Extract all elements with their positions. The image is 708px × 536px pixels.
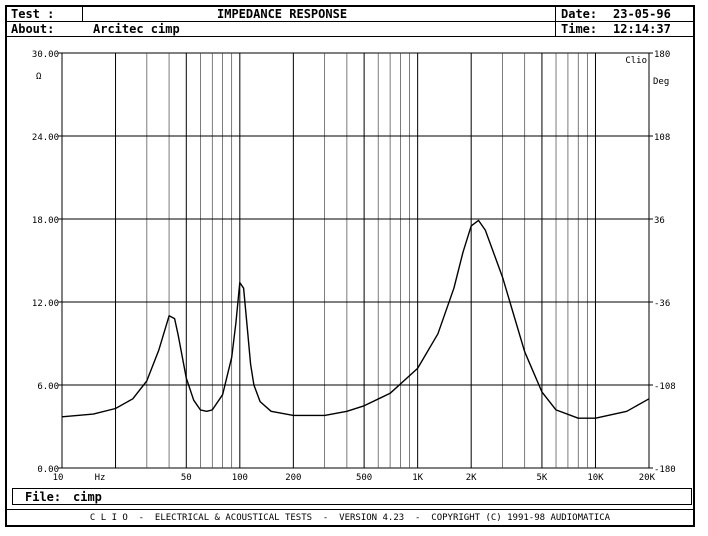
header-bottom-border — [7, 36, 693, 37]
y2-tick-label: 108 — [654, 133, 670, 143]
x-tick-label: 5K — [537, 473, 548, 483]
y-tick-label: 0.00 — [37, 465, 59, 475]
header: Test : IMPEDANCE RESPONSE About: Arcitec… — [7, 7, 693, 37]
x-tick-label: 200 — [285, 473, 301, 483]
header-separator-test — [82, 7, 83, 21]
time-label: Time: — [561, 22, 598, 36]
y-tick-label: 24.00 — [32, 133, 59, 143]
y-tick-label: 30.00 — [32, 50, 59, 60]
date-value: 23-05-96 — [613, 7, 671, 21]
file-label: File: — [25, 490, 62, 504]
page-title: IMPEDANCE RESPONSE — [217, 7, 348, 21]
x-tick-label: 50 — [181, 473, 192, 483]
x-tick-label: 10K — [587, 473, 604, 483]
y2-unit-label: Deg — [653, 77, 669, 87]
y2-tick-label: -36 — [654, 299, 670, 309]
header-separator-date — [555, 7, 556, 37]
footer: C L I O - ELECTRICAL & ACOUSTICAL TESTS … — [7, 509, 693, 526]
y2-tick-label: -108 — [654, 382, 676, 392]
file-bar: File: cimp — [12, 488, 692, 505]
x-tick-label: 500 — [356, 473, 372, 483]
clio-logo: Clio — [625, 56, 647, 66]
x-tick-label: 1K — [412, 473, 423, 483]
date-label: Date: — [561, 7, 598, 21]
y2-tick-label: 36 — [654, 216, 665, 226]
x-tick-label: 2K — [466, 473, 477, 483]
impedance-curve — [61, 219, 650, 419]
file-value: cimp — [73, 490, 102, 504]
x-tick-label: 20K — [639, 473, 656, 483]
y2-tick-label: -180 — [654, 465, 676, 475]
impedance-chart: 0.00 -180 6.00 -108 12.00 -36 18.00 36 24.00 108 3… — [7, 37, 693, 485]
x-tick-label: 10 — [53, 473, 64, 483]
y2-tick-label: 180 — [654, 50, 670, 60]
y-unit-label: Ω — [36, 72, 42, 82]
y-tick-label: 12.00 — [32, 299, 59, 309]
x-unit-label: Hz — [95, 473, 106, 483]
window-frame — [5, 5, 695, 527]
header-divider — [7, 21, 693, 22]
time-value: 12:14:37 — [613, 22, 671, 36]
chart-svg: 0.00 -180 6.00 -108 12.00 -36 18.00 36 24.00 108 3… — [32, 50, 676, 483]
about-value: Arcitec cimp — [93, 22, 180, 36]
y-tick-label: 6.00 — [37, 382, 59, 392]
x-tick-label: 100 — [232, 473, 248, 483]
y-tick-label: 18.00 — [32, 216, 59, 226]
test-label: Test : — [11, 7, 55, 21]
plot-border — [61, 52, 650, 469]
about-label: About: — [11, 22, 55, 36]
